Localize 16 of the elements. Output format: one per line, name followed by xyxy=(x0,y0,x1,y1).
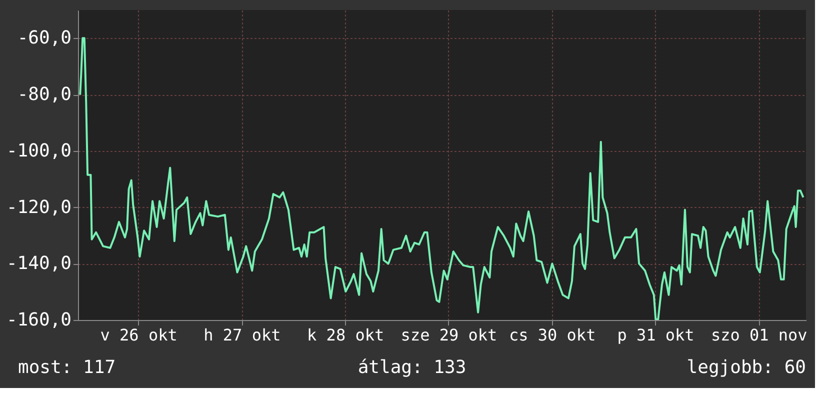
x-tick-label: v 26 okt xyxy=(100,326,178,344)
text: most: 117 xyxy=(18,357,116,378)
text: legjobb: 60 xyxy=(686,357,806,378)
x-tick-label: p 31 okt xyxy=(617,326,694,344)
y-tick-label: -160,0 xyxy=(6,310,72,330)
x-tick-label: k 28 okt xyxy=(307,326,384,344)
x-tick-label: sze 29 okt xyxy=(400,326,498,344)
y-tick-label: -60,0 xyxy=(17,28,72,49)
y-tick-label: -80,0 xyxy=(17,84,72,106)
x-tick-label: cs 30 okt xyxy=(508,326,596,344)
y-tick-label: -120,0 xyxy=(6,196,72,218)
x-tick-label: h 27 okt xyxy=(204,326,281,344)
y-tick-label: -100,0 xyxy=(6,140,72,162)
y-tick-label: -140,0 xyxy=(6,253,72,274)
x-tick-label: szo 01 nov xyxy=(710,326,808,344)
text: átlag: 133 xyxy=(358,357,466,378)
